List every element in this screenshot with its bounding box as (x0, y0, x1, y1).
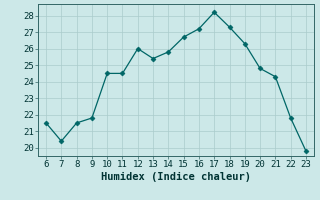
X-axis label: Humidex (Indice chaleur): Humidex (Indice chaleur) (101, 172, 251, 182)
